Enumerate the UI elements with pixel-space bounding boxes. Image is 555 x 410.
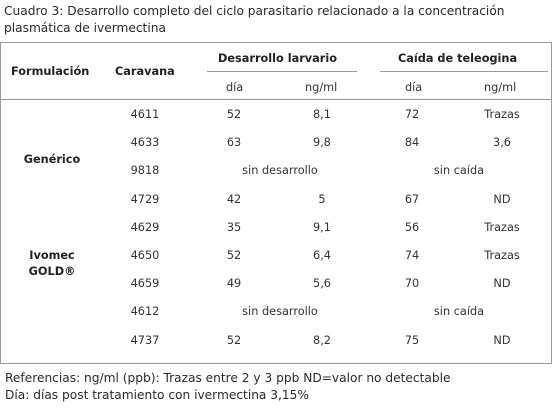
table-row: 4729 42 5 67 ND <box>0 193 552 213</box>
notes-line-2: Día: días post tratamiento con ivermecti… <box>5 388 309 402</box>
cell-caravana: 4629 <box>130 221 160 234</box>
cell-d-dia: 52 <box>226 249 242 262</box>
table-row: 4633 63 9,8 84 3,6 <box>0 136 552 156</box>
cell-d-span: sin desarrollo <box>242 164 318 177</box>
cell-caravana: 4611 <box>130 108 160 121</box>
table-row: 9818 sin desarrollo sin caída <box>0 164 552 184</box>
cell-d-dia: 35 <box>226 221 242 234</box>
header-desarrollo-larvario: Desarrollo larvario <box>218 52 337 65</box>
caption-line-2: plasmática de ivermectina <box>4 21 166 35</box>
subheader-dia-1: día <box>226 81 244 94</box>
cell-c-ng: Trazas <box>484 221 520 234</box>
subheader-ngml-2: ng/ml <box>484 81 517 94</box>
cell-caravana: 4659 <box>130 277 160 290</box>
header-formulacion: Formulación <box>11 65 90 78</box>
cell-d-dia: 52 <box>226 334 242 347</box>
table-frame <box>0 42 552 364</box>
table-row: 4737 52 8,2 75 ND <box>0 334 552 354</box>
cell-c-ng: ND <box>493 277 511 290</box>
group-generico: Genérico <box>12 152 92 168</box>
cell-caravana: 4737 <box>130 334 160 347</box>
cell-c-ng: ND <box>493 334 511 347</box>
subheader-dia-2: día <box>405 81 423 94</box>
cell-c-dia: 72 <box>404 108 420 121</box>
table-row: 4612 sin desarrollo sin caída <box>0 305 552 325</box>
table-notes: Referencias: ng/ml (ppb): Trazas entre 2… <box>5 370 450 404</box>
cell-c-dia: 84 <box>404 136 420 149</box>
header-caida-teleogina: Caída de teleogina <box>398 52 518 65</box>
cell-d-dia: 63 <box>226 136 242 149</box>
cell-c-ng: 3,6 <box>493 136 511 149</box>
cell-c-dia: 56 <box>404 221 420 234</box>
table-row: 4629 35 9,1 56 Trazas <box>0 221 552 241</box>
cell-caravana: 4650 <box>130 249 160 262</box>
cell-d-ng: 9,1 <box>313 221 331 234</box>
header-caravana: Caravana <box>115 65 175 78</box>
cell-c-dia: 67 <box>404 193 420 206</box>
subheader-ngml-1: ng/ml <box>305 81 338 94</box>
group-ivomec-line-1: Ivomec <box>29 249 75 262</box>
cell-c-span: sin caída <box>433 164 485 177</box>
cell-d-dia: 49 <box>226 277 242 290</box>
cell-caravana: 4612 <box>130 305 160 318</box>
rule-header-bottom <box>0 99 552 100</box>
cell-caravana: 4729 <box>130 193 160 206</box>
group-generico-label: Genérico <box>23 153 81 166</box>
group-ivomec-line-2: GOLD® <box>28 265 76 278</box>
caption-line-1: Cuadro 3: Desarrollo completo del ciclo … <box>4 4 505 18</box>
cell-c-ng: Trazas <box>484 249 520 262</box>
cell-d-ng: 5,6 <box>313 277 331 290</box>
cell-c-span: sin caída <box>433 305 485 318</box>
cell-c-dia: 75 <box>404 334 420 347</box>
cell-d-ng: 5 <box>318 193 326 206</box>
cell-c-ng: Trazas <box>484 108 520 121</box>
notes-line-1: Referencias: ng/ml (ppb): Trazas entre 2… <box>5 371 451 385</box>
cell-d-dia: 42 <box>226 193 242 206</box>
cell-c-dia: 74 <box>404 249 420 262</box>
group-ivomec-gold: Ivomec GOLD® <box>12 248 92 280</box>
cell-c-dia: 70 <box>404 277 420 290</box>
table-row: 4611 52 8,1 72 Trazas <box>0 108 552 128</box>
cell-d-ng: 9,8 <box>313 136 331 149</box>
rule-desarrollo <box>207 71 357 72</box>
table-row: 4659 49 5,6 70 ND <box>0 277 552 297</box>
cell-d-ng: 8,1 <box>313 108 331 121</box>
table-caption: Cuadro 3: Desarrollo completo del ciclo … <box>4 3 549 37</box>
cell-caravana: 4633 <box>130 136 160 149</box>
rule-caida <box>380 71 548 72</box>
cell-d-dia: 52 <box>226 108 242 121</box>
cell-caravana: 9818 <box>130 164 160 177</box>
cell-c-ng: ND <box>493 193 511 206</box>
cell-d-span: sin desarrollo <box>242 305 318 318</box>
table-row: 4650 52 6,4 74 Trazas <box>0 249 552 269</box>
cell-d-ng: 8,2 <box>313 334 331 347</box>
cell-d-ng: 6,4 <box>313 249 331 262</box>
